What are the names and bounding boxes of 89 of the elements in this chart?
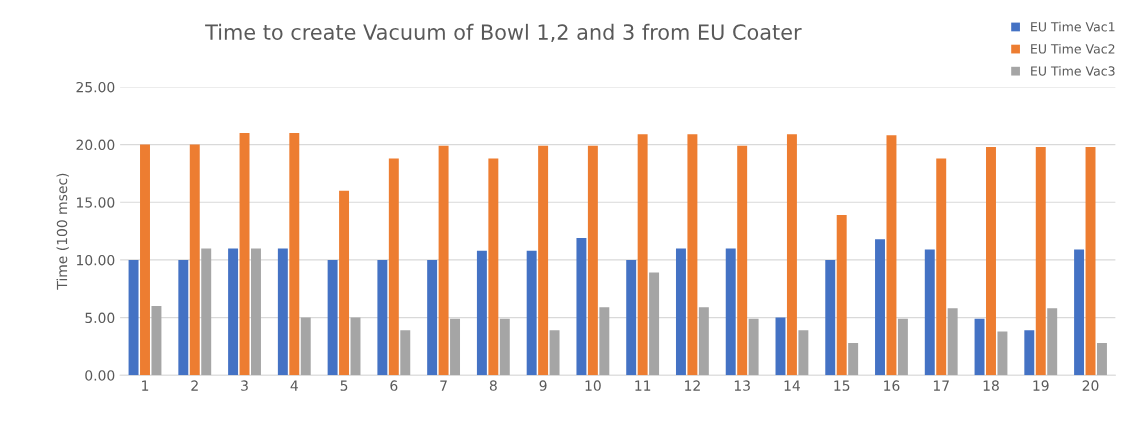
x-tick-label: 14 bbox=[784, 380, 800, 391]
bar bbox=[1074, 249, 1085, 376]
x-tick-label: 2 bbox=[191, 380, 198, 391]
bar bbox=[675, 248, 686, 376]
bar bbox=[538, 145, 549, 376]
bar bbox=[151, 306, 162, 376]
y-tick-label: 25.00 bbox=[76, 81, 115, 93]
bar bbox=[1047, 308, 1058, 376]
bar bbox=[1085, 146, 1096, 376]
legend-label: EU Time Vac1 bbox=[1031, 21, 1115, 32]
bar bbox=[476, 250, 487, 376]
bar bbox=[798, 330, 809, 376]
x-tick-label: 6 bbox=[390, 380, 398, 391]
bar bbox=[836, 214, 847, 376]
bar bbox=[599, 307, 610, 376]
x-tick-label: 5 bbox=[340, 380, 348, 391]
bar bbox=[140, 144, 150, 376]
bar bbox=[737, 145, 748, 376]
bar bbox=[488, 158, 499, 376]
bar bbox=[748, 318, 759, 376]
bar bbox=[327, 259, 338, 376]
x-tick-label: 13 bbox=[734, 380, 750, 391]
x-tick-label: 12 bbox=[685, 380, 700, 391]
bar bbox=[388, 158, 399, 376]
bar bbox=[450, 318, 461, 376]
bar bbox=[1096, 342, 1107, 376]
x-tick-label: 8 bbox=[489, 380, 497, 391]
bar bbox=[825, 259, 836, 376]
legend-label: EU Time Vac2 bbox=[1031, 43, 1115, 54]
bar bbox=[277, 248, 288, 376]
bar bbox=[875, 239, 885, 376]
legend-label: EU Time Vac3 bbox=[1031, 66, 1115, 76]
bar bbox=[438, 145, 449, 376]
y-tick-label: 10.00 bbox=[77, 254, 115, 266]
bar bbox=[687, 134, 698, 376]
x-tick-label: 3 bbox=[241, 380, 248, 391]
y-tick-label: 20.00 bbox=[76, 139, 115, 151]
bar bbox=[626, 259, 637, 376]
bar bbox=[178, 259, 189, 376]
bar bbox=[986, 146, 996, 376]
bar bbox=[339, 190, 350, 376]
bar bbox=[725, 248, 736, 376]
bar bbox=[549, 330, 560, 376]
bar bbox=[637, 134, 648, 376]
bar bbox=[649, 272, 660, 376]
bar bbox=[427, 259, 438, 376]
x-tick-label: 9 bbox=[539, 380, 547, 391]
bar bbox=[228, 248, 239, 376]
bar bbox=[886, 135, 897, 376]
x-tick-label: 1 bbox=[142, 380, 149, 391]
bar bbox=[499, 318, 510, 376]
x-tick-label: 15 bbox=[834, 380, 850, 391]
bar bbox=[1024, 330, 1035, 376]
x-tick-label: 20 bbox=[1082, 380, 1099, 391]
bar bbox=[289, 133, 300, 376]
bar bbox=[897, 318, 908, 376]
y-tick-label: 5.00 bbox=[85, 312, 115, 324]
x-tick-label: 11 bbox=[635, 380, 651, 391]
x-tick-label: 7 bbox=[440, 380, 447, 391]
bar bbox=[128, 259, 139, 376]
bar bbox=[189, 144, 200, 376]
bar bbox=[936, 158, 947, 376]
x-tick-label: 19 bbox=[1033, 380, 1049, 391]
y-axis-title: Time (100 msec) bbox=[56, 173, 69, 290]
y-tick-label: 0.00 bbox=[85, 370, 115, 381]
bar bbox=[526, 250, 537, 376]
y-tick-label: 15.00 bbox=[77, 197, 115, 208]
bar bbox=[587, 145, 598, 376]
bar bbox=[576, 238, 587, 376]
bar bbox=[698, 307, 709, 376]
x-tick-label: 16 bbox=[884, 380, 900, 391]
bar bbox=[300, 317, 311, 376]
x-tick-label: 10 bbox=[585, 380, 601, 391]
bar bbox=[201, 248, 212, 376]
x-tick-label: 17 bbox=[933, 380, 949, 391]
x-tick-label: 4 bbox=[290, 380, 298, 391]
bar bbox=[251, 248, 261, 376]
bar bbox=[239, 133, 250, 376]
bar bbox=[848, 342, 859, 376]
bar bbox=[400, 330, 411, 376]
bar bbox=[974, 318, 985, 376]
bar bbox=[947, 308, 958, 376]
bar bbox=[1035, 146, 1046, 376]
bar bbox=[786, 134, 797, 376]
x-tick-label: 18 bbox=[983, 380, 999, 391]
bar bbox=[924, 249, 935, 376]
bar bbox=[997, 331, 1008, 376]
chart-title: Time to create Vacuum of Bowl 1,2 and 3 from EU Coater bbox=[205, 23, 802, 43]
bar bbox=[377, 259, 388, 376]
